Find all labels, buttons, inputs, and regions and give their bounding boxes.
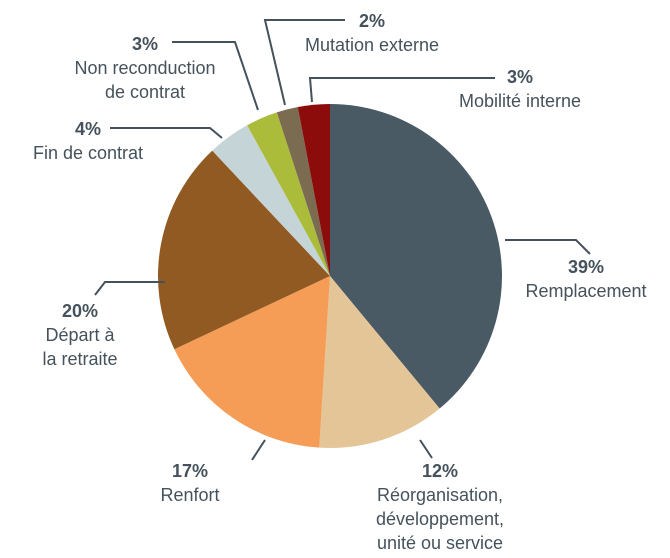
leader-line — [172, 41, 259, 111]
pie-slice — [174, 276, 330, 448]
category-label: développement, — [376, 509, 504, 529]
pie-slice — [276, 107, 330, 276]
data-label: 4% — [75, 119, 101, 139]
leader-line — [419, 439, 433, 459]
data-label: 3% — [507, 67, 533, 87]
pie-slice — [247, 112, 330, 277]
leader-line — [505, 239, 591, 255]
data-label: 39% — [568, 257, 604, 277]
category-label: Renfort — [160, 485, 219, 505]
category-label: la retraite — [42, 349, 117, 369]
category-label: Non reconduction — [74, 58, 215, 78]
leader-line — [308, 77, 495, 103]
pie-slice — [212, 125, 330, 276]
category-label: unité ou service — [377, 533, 503, 553]
category-label: de contrat — [105, 82, 185, 102]
data-label: 12% — [422, 461, 458, 481]
data-label: 17% — [172, 461, 208, 481]
pie-slice — [319, 276, 440, 448]
category-label: Fin de contrat — [33, 143, 143, 163]
category-label: Mobilité interne — [459, 91, 581, 111]
category-label: Départ à — [45, 325, 115, 345]
data-label: 2% — [359, 11, 385, 31]
data-label: 3% — [132, 34, 158, 54]
pie-slice — [297, 104, 330, 276]
pie-slice — [158, 150, 330, 350]
category-label: Mutation externe — [305, 35, 439, 55]
leader-line — [251, 439, 266, 461]
category-label: Réorganisation, — [377, 485, 503, 505]
leader-line — [110, 127, 223, 139]
category-label: Remplacement — [525, 281, 646, 301]
pie-slice — [330, 104, 502, 409]
leader-line — [263, 19, 345, 106]
data-label: 20% — [62, 301, 98, 321]
leader-line — [94, 281, 165, 296]
